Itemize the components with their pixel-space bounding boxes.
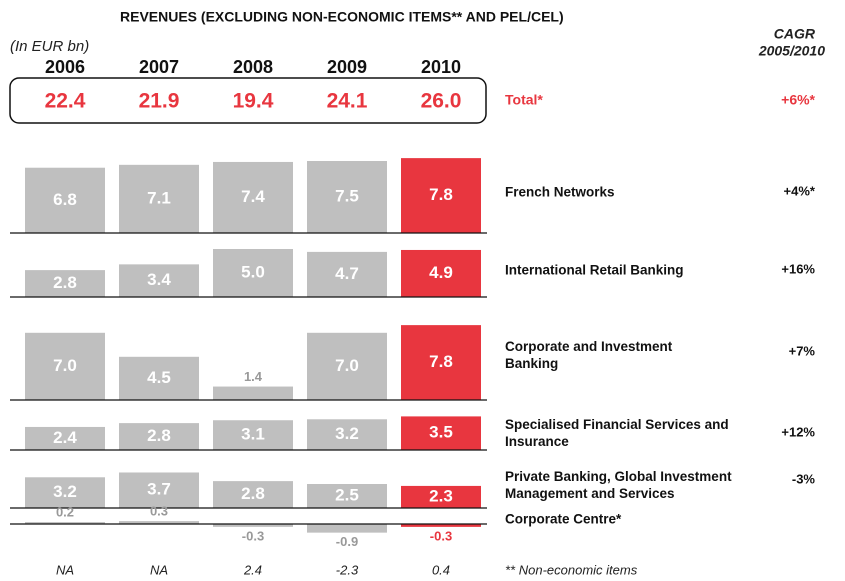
- bar-label: -0.3: [242, 528, 264, 543]
- bar-label: 7.8: [429, 352, 453, 371]
- bar-label: 0.2: [56, 505, 74, 520]
- row-name: International Retail Banking: [505, 262, 684, 278]
- bar-label: 3.2: [335, 424, 359, 443]
- bar-label: 6.8: [53, 190, 77, 209]
- bar-label: 7.4: [241, 187, 265, 206]
- bar: [25, 332, 105, 400]
- cagr-title: CAGR: [774, 26, 816, 42]
- bar-label: 3.2: [53, 482, 77, 501]
- total-name: Total*: [505, 92, 543, 108]
- non-economic-name: ** Non-economic items: [505, 562, 638, 577]
- row-cagr: -3%: [792, 471, 816, 486]
- bar-label: 4.9: [429, 263, 453, 282]
- non-economic-value: 2.4: [243, 562, 262, 577]
- bar: [307, 332, 387, 400]
- bar: [25, 477, 105, 508]
- bar: [213, 386, 293, 400]
- bar: [119, 356, 199, 400]
- row-name: Corporate and Investment Banking: [505, 339, 673, 371]
- non-economic-value: NA: [150, 562, 168, 577]
- row-name: French Networks: [505, 184, 615, 200]
- bar: [213, 524, 293, 527]
- year-label: 2006: [45, 57, 85, 77]
- row-cagr: +12%: [781, 424, 815, 439]
- row-name: Corporate Centre*: [505, 511, 622, 527]
- row-cagr: +16%: [781, 261, 815, 276]
- year-label: 2009: [327, 57, 367, 77]
- total-value: 26.0: [421, 90, 462, 113]
- bar: [119, 521, 199, 524]
- year-label: 2010: [421, 57, 461, 77]
- bar-label: 2.5: [335, 485, 359, 504]
- year-label: 2008: [233, 57, 273, 77]
- bar-label: 2.3: [429, 486, 453, 505]
- total-value: 24.1: [327, 90, 368, 113]
- bar-label: 7.0: [335, 356, 359, 375]
- total-value: 21.9: [139, 90, 180, 113]
- bar: [119, 264, 199, 297]
- bar: [25, 522, 105, 524]
- bar-label: 3.7: [147, 480, 171, 499]
- total-cagr: +6%*: [781, 92, 815, 108]
- bar: [213, 481, 293, 508]
- bar-label: 2.8: [241, 484, 265, 503]
- bar: [401, 416, 481, 450]
- bar: [307, 524, 387, 533]
- bar-label: 3.4: [147, 270, 171, 289]
- bar: [213, 249, 293, 297]
- bar-label: 5.0: [241, 262, 265, 281]
- bar-label: 0.3: [150, 504, 168, 519]
- bar: [401, 325, 481, 400]
- bar-label: 2.8: [147, 426, 171, 445]
- bar: [119, 472, 199, 508]
- bar-label: -0.9: [336, 534, 358, 549]
- bar: [307, 484, 387, 508]
- bar: [401, 158, 481, 233]
- total-value: 22.4: [45, 90, 86, 113]
- bar: [307, 251, 387, 297]
- row-name: Specialised Financial Services and Insur…: [505, 417, 729, 449]
- bar-label: 2.8: [53, 273, 77, 292]
- bar-label: 7.1: [147, 188, 171, 207]
- cagr-period: 2005/2010: [758, 43, 825, 59]
- bar-label: 1.4: [244, 369, 263, 384]
- bar: [25, 167, 105, 233]
- bar-label: 7.0: [53, 356, 77, 375]
- bar: [119, 164, 199, 233]
- bar: [213, 161, 293, 233]
- bar-label: 4.7: [335, 264, 359, 283]
- row-cagr: +7%: [789, 343, 816, 358]
- bar: [213, 420, 293, 450]
- bar: [401, 485, 481, 508]
- total-value: 19.4: [233, 90, 274, 113]
- bar-label: 7.5: [335, 186, 359, 205]
- bar-label: 4.5: [147, 368, 171, 387]
- bar: [307, 419, 387, 450]
- bar: [401, 249, 481, 297]
- total-box: [9, 77, 487, 124]
- bar: [307, 161, 387, 233]
- bar-label: 3.1: [241, 425, 265, 444]
- bar-label: 3.5: [429, 423, 453, 442]
- bar: [25, 426, 105, 450]
- non-economic-value: NA: [56, 562, 74, 577]
- year-label: 2007: [139, 57, 179, 77]
- non-economic-value: 0.4: [432, 562, 450, 577]
- bar-label: 7.8: [429, 185, 453, 204]
- chart-title: REVENUES (EXCLUDING NON-ECONOMIC ITEMS**…: [120, 9, 564, 25]
- bar: [401, 524, 481, 527]
- row-cagr: +4%*: [784, 183, 816, 198]
- non-economic-value: -2.3: [336, 562, 359, 577]
- row-name: Private Banking, Global Investment Manag…: [505, 469, 732, 501]
- bar-label: -0.3: [430, 528, 452, 543]
- bar: [25, 270, 105, 297]
- subtitle: (In EUR bn): [10, 38, 89, 55]
- bar-label: 2.4: [53, 428, 77, 447]
- bar: [119, 423, 199, 450]
